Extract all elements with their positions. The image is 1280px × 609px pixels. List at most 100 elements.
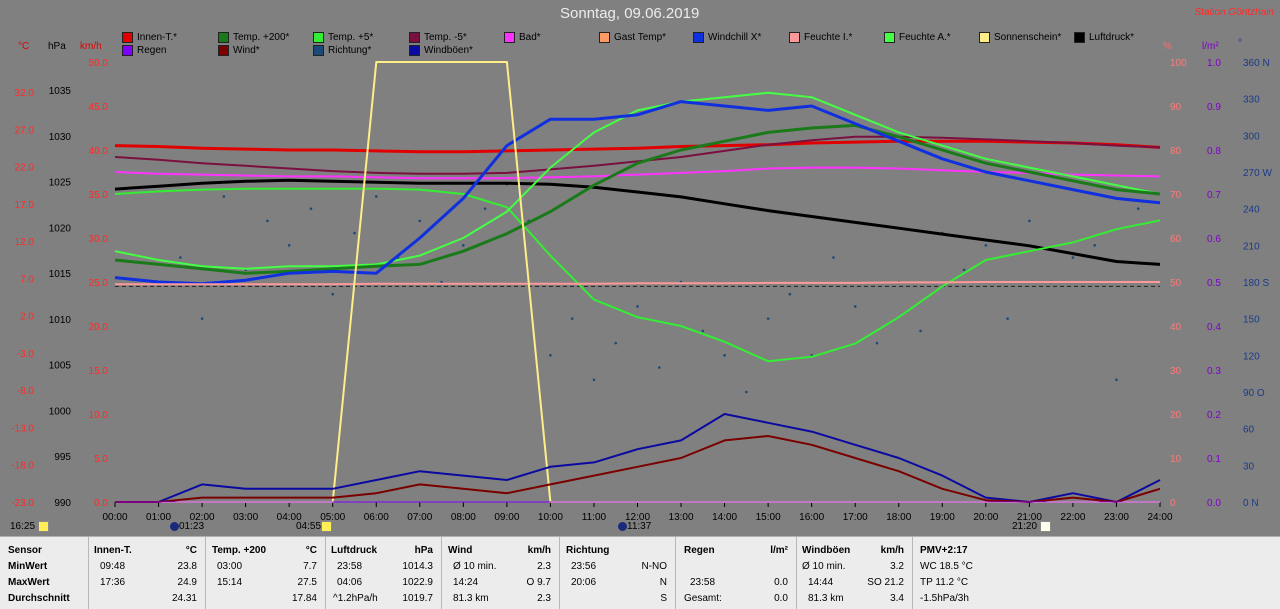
percent-tick-label: 40	[1170, 322, 1182, 333]
stats-time: 14:24	[453, 577, 479, 588]
legend-swatch	[313, 32, 324, 43]
direction-tick-label: 90 O	[1243, 388, 1265, 399]
stats-value: 1019.7	[402, 593, 433, 604]
direction-point	[462, 244, 465, 247]
stats-value: 27.5	[297, 577, 317, 588]
time-tick-label: 24:00	[1147, 512, 1172, 523]
stats-value: 0.0	[774, 577, 788, 588]
stats-time: 09:48	[100, 561, 126, 572]
stats-col-richtung: Richtung 23:56 N-NO 20:06 N S	[559, 537, 676, 609]
legend-label: Gast Temp*	[614, 32, 667, 43]
direction-tick-label: 180 S	[1243, 278, 1269, 289]
time-tick-label: 19:00	[930, 512, 955, 523]
stats-header: Luftdruck	[331, 545, 378, 556]
kmh-tick-label: 30.0	[89, 234, 109, 245]
celsius-tick-label: -23.0	[11, 498, 34, 509]
stats-value: 24.31	[171, 593, 197, 604]
unit-deg: °	[1238, 38, 1242, 49]
time-tick-label: 23:00	[1104, 512, 1129, 523]
legend-item: Gast Temp*	[599, 32, 666, 43]
stats-col-innen: Innen-T. °C 09:48 23.8 17:36 24.9 24.31	[88, 537, 206, 609]
legend-label: Wind*	[233, 45, 260, 56]
stats-header: Wind	[448, 545, 473, 556]
stats-time: Ø 10 min.	[802, 561, 846, 572]
direction-point	[200, 317, 204, 320]
unit-celsius: °C	[18, 41, 30, 52]
direction-point	[984, 244, 988, 247]
direction-tick-label: 0 N	[1243, 498, 1259, 509]
direction-tick-label: 330	[1243, 95, 1260, 106]
percent-tick-label: 0	[1170, 498, 1176, 509]
legend-label: Temp. +200*	[233, 32, 290, 43]
stats-dewpoint: TP 11.2 °C	[920, 577, 969, 588]
celsius-tick-label: 7.0	[20, 274, 34, 285]
time-tick-label: 14:00	[712, 512, 737, 523]
legend-item: Luftdruck*	[1074, 32, 1134, 43]
celsius-tick-label: 32.0	[15, 88, 35, 99]
unit-lm2: l/m²	[1202, 41, 1219, 52]
stats-distance: 81.3 km	[808, 593, 844, 604]
direction-point	[374, 195, 378, 198]
rain-tick-label: 1.0	[1207, 58, 1221, 69]
legend-label: Feuchte A.*	[899, 32, 951, 43]
stats-value: N-NO	[641, 561, 667, 572]
stats-value: SO 21.2	[867, 577, 904, 588]
kmh-tick-label: 35.0	[89, 190, 109, 201]
legend-item: Sonnenschein*	[979, 32, 1061, 43]
stats-pressure-trend: -1.5hPa/3h	[920, 593, 969, 604]
stats-time: 03:00	[217, 561, 243, 572]
legend-label: Luftdruck*	[1089, 32, 1135, 43]
percent-tick-label: 80	[1170, 146, 1182, 157]
time-tick-label: 00:00	[102, 512, 127, 523]
time-tick-label: 18:00	[886, 512, 911, 523]
percent-tick-label: 20	[1170, 410, 1182, 421]
stats-value: O 9.7	[526, 577, 551, 588]
stats-panel: Sensor MinWert MaxWert Durchschnitt Inne…	[0, 536, 1280, 609]
stats-unit: l/m²	[770, 545, 788, 556]
hpa-tick-label: 1015	[49, 269, 72, 280]
hpa-tick-label: 1000	[49, 406, 72, 417]
station-name: Station Göritzhain	[1194, 7, 1275, 18]
legend-swatch	[504, 32, 515, 43]
rain-tick-label: 0.0	[1207, 498, 1221, 509]
time-tick-label: 01:00	[146, 512, 171, 523]
legend-swatch	[979, 32, 990, 43]
stats-row-label: Durchschnitt	[8, 593, 70, 604]
legend-swatch	[789, 32, 800, 43]
legend-label: Feuchte I.*	[804, 32, 853, 43]
stats-col-sensor: Sensor MinWert MaxWert Durchschnitt	[0, 537, 89, 609]
moon-icon	[618, 521, 627, 531]
direction-point	[1136, 207, 1140, 210]
kmh-tick-label: 15.0	[89, 366, 109, 377]
direction-point	[222, 195, 226, 198]
direction-point	[701, 329, 705, 333]
legend-label: Innen-T.*	[137, 32, 178, 43]
kmh-tick-label: 45.0	[89, 102, 109, 113]
time-tick-label: 02:00	[190, 512, 215, 523]
hpa-tick-label: 990	[54, 498, 71, 509]
marker-label: 21:20	[1012, 521, 1038, 533]
kmh-tick-label: 50.0	[89, 58, 109, 69]
hpa-tick-label: 1035	[49, 86, 72, 97]
legend-item: Innen-T.*	[122, 32, 177, 43]
stats-value: 2.3	[537, 561, 551, 572]
stats-value: 7.7	[303, 561, 317, 572]
direction-point	[1071, 256, 1075, 259]
series-line	[114, 91, 1161, 270]
stats-row-label: MinWert	[8, 561, 48, 572]
weather-chart: 00:00 01:00 02:00 03:00 04:00 05:00 06:00 07:00…	[11, 58, 1272, 523]
legend-item: Temp. +200*	[218, 32, 289, 43]
hpa-tick-label: 1030	[49, 132, 72, 143]
time-tick-label: 21:00	[1017, 512, 1042, 523]
time-tick-label: 11:00	[582, 512, 607, 523]
stats-unit: °C	[185, 545, 197, 556]
legend-swatch	[218, 45, 229, 56]
time-tick-label: 17:00	[843, 512, 868, 523]
time-tick-label: 12:00	[625, 512, 650, 523]
kmh-tick-label: 0.0	[94, 498, 108, 509]
time-tick-label: 05:00	[320, 512, 345, 523]
celsius-tick-label: 22.0	[15, 163, 35, 174]
direction-tick-label: 270 W	[1243, 168, 1272, 179]
direction-point	[353, 231, 356, 235]
chart-area: 00:00 01:00 02:00 03:00 04:00 05:00 06:00 07:00…	[10, 5, 1275, 533]
